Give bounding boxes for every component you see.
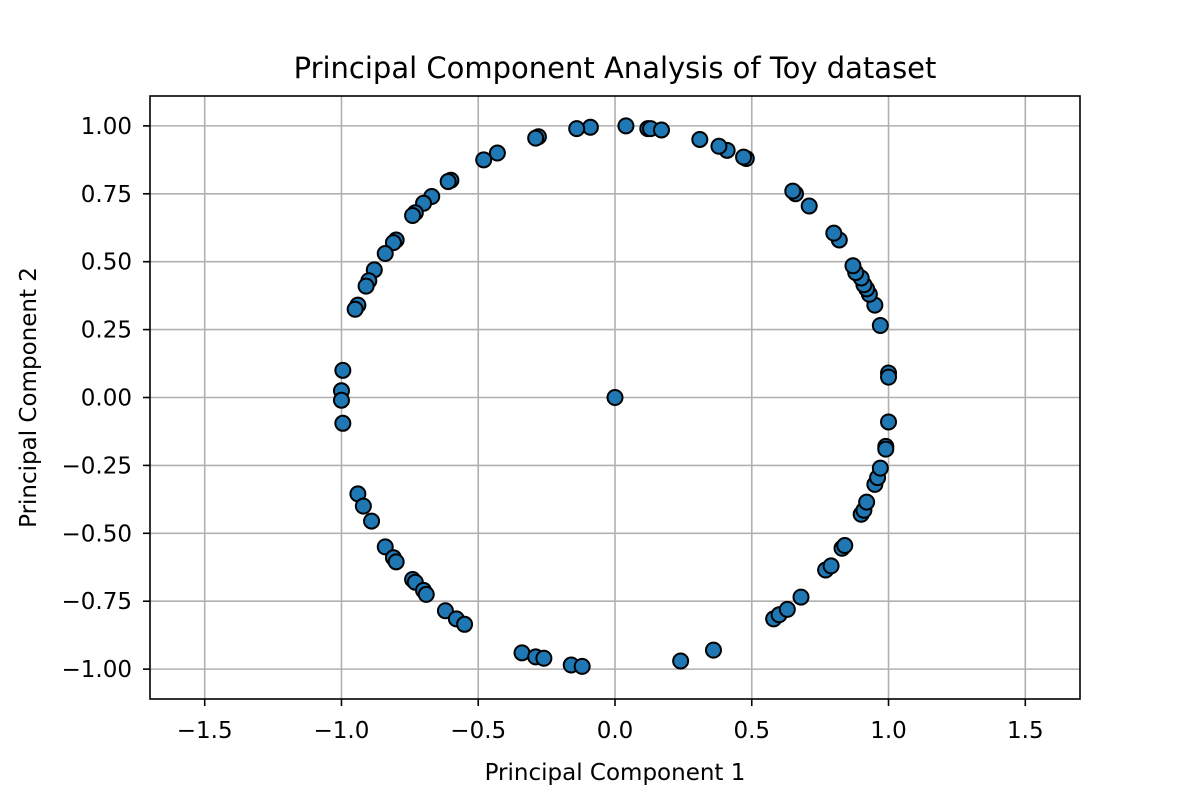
scatter-point [880, 368, 898, 386]
x-tick-label: 1.5 [1007, 718, 1044, 744]
scatter-point [672, 652, 690, 670]
x-tick-label: 0.5 [733, 718, 770, 744]
scatter-point [836, 537, 854, 555]
scatter-point [346, 300, 364, 318]
scatter-point [535, 649, 553, 667]
scatter-point [387, 553, 405, 571]
scatter-point [334, 361, 352, 379]
scatter-point [404, 207, 422, 225]
scatter-point [568, 120, 586, 138]
y-tick-label: −1.00 [62, 657, 132, 683]
scatter-point [871, 459, 889, 477]
scatter-point [822, 557, 840, 575]
scatter-point [581, 118, 599, 136]
scatter-point [871, 317, 889, 335]
scatter-points [332, 117, 898, 675]
scatter-point [513, 644, 531, 662]
scatter-point [354, 497, 372, 515]
scatter-point [456, 615, 474, 633]
scatter-point [334, 414, 352, 432]
scatter-point [606, 389, 624, 406]
scatter-point [778, 600, 796, 618]
scatter-point [710, 137, 728, 155]
y-tick-label: −0.25 [62, 453, 132, 479]
y-tick-label: −0.75 [62, 589, 132, 615]
scatter-point [792, 588, 810, 606]
scatter-point [527, 129, 545, 147]
scatter-point [858, 493, 876, 511]
scatter-point [880, 413, 898, 431]
scatter-point [439, 173, 457, 191]
scatter-point [363, 512, 381, 530]
grid [150, 96, 1080, 699]
scatter-point [825, 224, 843, 242]
y-tick-label: 0.50 [81, 250, 132, 276]
scatter-point [357, 277, 375, 295]
scatter-point [800, 197, 818, 215]
scatter-point [877, 440, 895, 458]
chart-title: Principal Component Analysis of Toy data… [294, 51, 937, 85]
x-axis-label: Principal Component 1 [485, 760, 746, 786]
x-tick-label: 0.0 [597, 718, 634, 744]
y-tick-label: 1.00 [81, 114, 132, 140]
x-tick-label: −1.0 [314, 718, 370, 744]
scatter-point [475, 151, 493, 169]
scatter-point [691, 130, 709, 148]
x-tick-label: 1.0 [870, 718, 907, 744]
scatter-point [332, 391, 350, 409]
scatter-point [653, 121, 670, 139]
y-tick-label: −0.50 [62, 521, 132, 547]
scatter-point [704, 641, 722, 659]
scatter-point [784, 182, 802, 200]
scatter-point [488, 144, 506, 162]
scatter-point [617, 117, 635, 135]
scatter-point [376, 245, 394, 263]
scatter-point [417, 585, 435, 603]
x-tick-label: −1.5 [177, 718, 233, 744]
scatter-point [844, 257, 862, 275]
y-tick-label: 0.25 [81, 318, 132, 344]
axis-ticks: −1.5 −1.0 −0.5 0.0 0.5 1.0 1.5 1.00 0.75 0.50 0.25… [62, 114, 1044, 744]
y-axis-label: Principal Component 2 [16, 267, 42, 528]
scatter-point [735, 148, 753, 166]
scatter-point [573, 657, 591, 675]
x-tick-label: −0.5 [450, 718, 506, 744]
y-tick-label: 0.75 [81, 182, 132, 208]
y-tick-label: 0.00 [81, 386, 132, 412]
